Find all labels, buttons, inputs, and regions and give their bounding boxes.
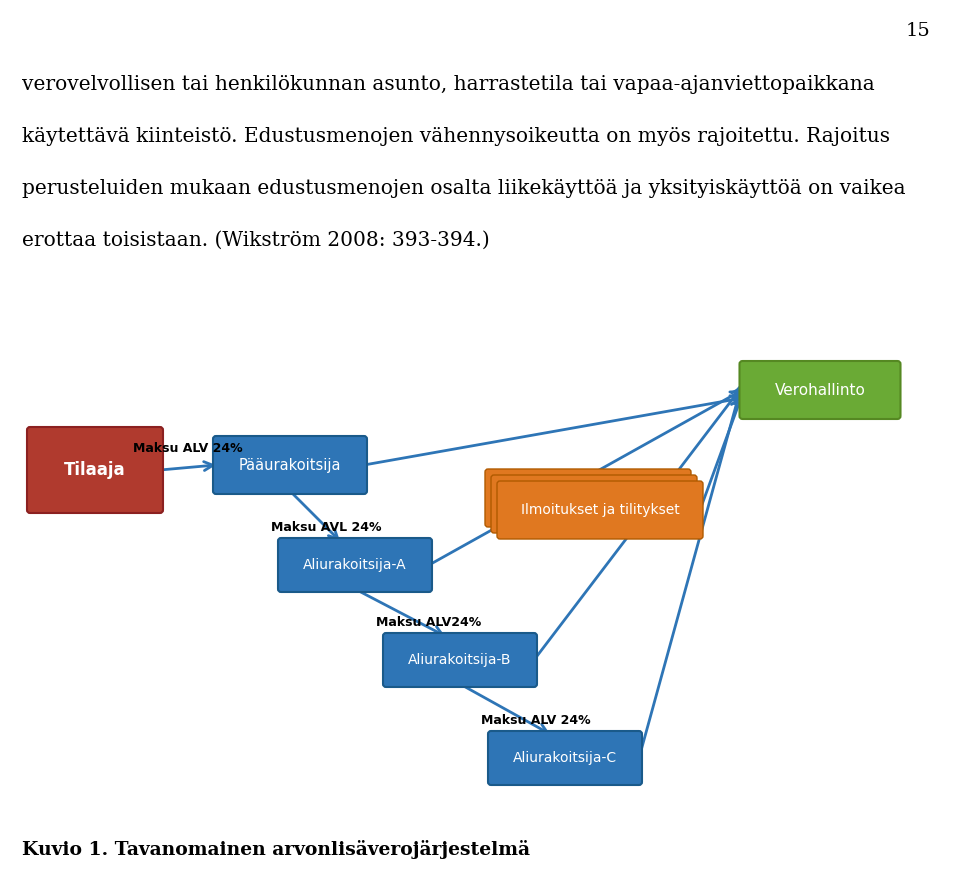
Text: käytettävä kiinteistö. Edustusmenojen vähennysoikeutta on myös rajoitettu. Rajoi: käytettävä kiinteistö. Edustusmenojen vä… xyxy=(22,127,890,146)
FancyBboxPatch shape xyxy=(497,481,703,539)
Text: Maksu ALV 24%: Maksu ALV 24% xyxy=(481,713,590,726)
Text: Tilaaja: Tilaaja xyxy=(64,461,126,479)
FancyBboxPatch shape xyxy=(739,361,900,419)
FancyBboxPatch shape xyxy=(27,427,163,513)
Text: Aliurakoitsija-A: Aliurakoitsija-A xyxy=(303,558,407,572)
Text: Verohallinto: Verohallinto xyxy=(775,382,865,397)
Text: perusteluiden mukaan edustusmenojen osalta liikekäyttöä ja yksityiskäyttöä on va: perusteluiden mukaan edustusmenojen osal… xyxy=(22,179,905,198)
Text: Aliurakoitsija-C: Aliurakoitsija-C xyxy=(513,751,617,765)
FancyBboxPatch shape xyxy=(485,469,691,527)
Text: 15: 15 xyxy=(905,22,930,40)
Text: Maksu ALV 24%: Maksu ALV 24% xyxy=(133,442,243,455)
Text: erottaa toisistaan. (Wikström 2008: 393-394.): erottaa toisistaan. (Wikström 2008: 393-… xyxy=(22,231,490,250)
Text: Maksu ALV24%: Maksu ALV24% xyxy=(376,616,481,629)
Text: Ilmoitukset ja tilitykset: Ilmoitukset ja tilitykset xyxy=(520,503,680,517)
Text: Pääurakoitsija: Pääurakoitsija xyxy=(239,457,341,472)
FancyBboxPatch shape xyxy=(488,731,642,785)
Text: Kuvio 1. Tavanomainen arvonlisäverojärjestelmä: Kuvio 1. Tavanomainen arvonlisäverojärje… xyxy=(22,840,530,859)
FancyBboxPatch shape xyxy=(383,633,537,687)
FancyBboxPatch shape xyxy=(278,538,432,592)
Text: Aliurakoitsija-B: Aliurakoitsija-B xyxy=(408,653,512,667)
FancyBboxPatch shape xyxy=(213,436,367,494)
Text: verovelvollisen tai henkilökunnan asunto, harrastetila tai vapaa-ajanviettopaikk: verovelvollisen tai henkilökunnan asunto… xyxy=(22,75,875,94)
FancyBboxPatch shape xyxy=(491,475,697,533)
Text: Maksu AVL 24%: Maksu AVL 24% xyxy=(271,521,381,534)
